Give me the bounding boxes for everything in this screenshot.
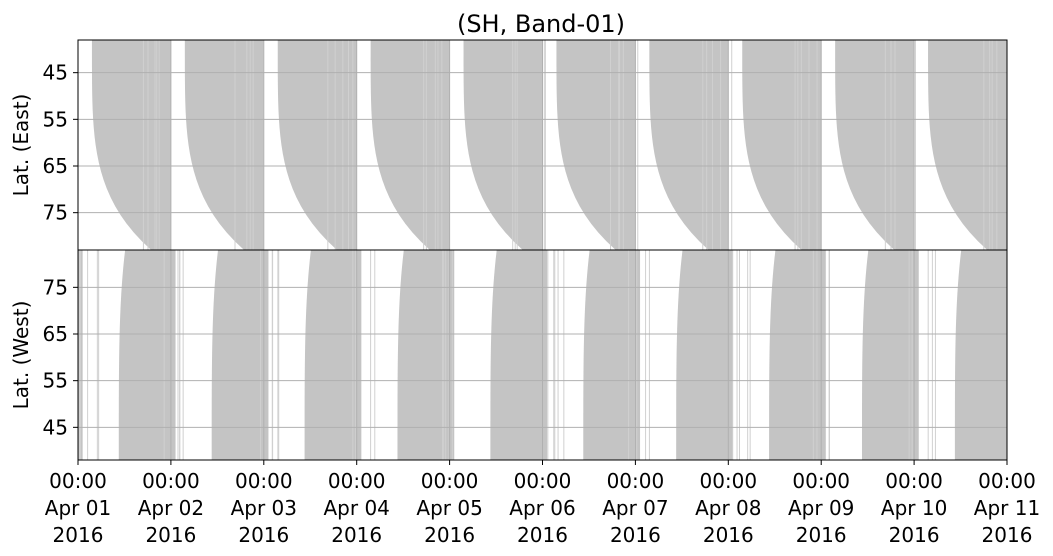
x-tick-label: Apr 05 [416, 496, 482, 520]
east-coverage-band [463, 40, 543, 250]
east-coverage-band [928, 40, 1007, 250]
east-coverage-band [91, 40, 171, 250]
x-tick-label: 00:00 [699, 469, 757, 493]
panel-east: 45 55 65 75 Lat. (East) [9, 40, 1008, 250]
x-tick-label: 2016 [982, 523, 1033, 547]
panel-west: 45 55 65 75 Lat. (West) [9, 250, 1008, 460]
west-y-axis-label: Lat. (West) [9, 301, 33, 410]
x-tick-label: 2016 [703, 523, 754, 547]
west-coverage-band [118, 250, 176, 460]
x-tick-label: 00:00 [421, 469, 479, 493]
east-y-tick-label: 65 [43, 154, 68, 178]
east-y-ticks: 45 55 65 75 [43, 61, 78, 225]
east-grid [77, 40, 1008, 250]
x-tick-label: 2016 [889, 523, 940, 547]
x-tick-label: 2016 [145, 523, 196, 547]
west-coverage-band [583, 250, 641, 460]
x-tick-label: Apr 09 [788, 496, 854, 520]
panel-frame [77, 249, 1008, 461]
east-coverage-bands [91, 40, 1007, 250]
x-tick-label: 00:00 [607, 469, 665, 493]
x-tick-label: 00:00 [885, 469, 943, 493]
west-coverage-band [676, 250, 733, 460]
x-tick-label: 00:00 [49, 469, 107, 493]
west-coverage-band [211, 250, 269, 460]
east-coverage-band [277, 40, 357, 250]
x-tick-label: Apr 10 [881, 496, 947, 520]
x-tick-label: 00:00 [235, 469, 293, 493]
x-tick-label: 00:00 [978, 469, 1036, 493]
east-coverage-band [649, 40, 729, 250]
west-coverage-band [304, 250, 362, 460]
east-y-tick-label: 55 [43, 107, 68, 131]
x-tick-label: 2016 [517, 523, 568, 547]
x-tick-label: 2016 [424, 523, 475, 547]
x-tick-label: Apr 04 [323, 496, 389, 520]
east-coverage-band [370, 40, 450, 250]
x-tick-label: 2016 [53, 523, 104, 547]
x-tick-label: 2016 [331, 523, 382, 547]
plot-frame [77, 39, 1008, 461]
east-y-axis-label: Lat. (East) [9, 94, 33, 197]
x-tick-label: Apr 06 [509, 496, 575, 520]
x-axis-ticks: 00:00 Apr 01 2016 00:00 Apr 02 2016 00:00 Apr 0… [45, 460, 1040, 547]
x-tick-label: 2016 [238, 523, 289, 547]
west-coverage-bands [78, 250, 1007, 460]
x-tick-label: Apr 03 [231, 496, 297, 520]
west-y-tick-label: 55 [43, 369, 68, 393]
x-tick-label: Apr 01 [45, 496, 111, 520]
east-coverage-band [184, 40, 264, 250]
chart-title: (SH, Band-01) [457, 10, 625, 38]
west-y-tick-label: 75 [43, 275, 68, 299]
x-tick-label: Apr 07 [602, 496, 668, 520]
x-tick-label: 00:00 [328, 469, 386, 493]
x-tick-label: 2016 [796, 523, 847, 547]
west-coverage-band [769, 250, 826, 460]
x-tick-label: 2016 [610, 523, 661, 547]
east-y-tick-label: 45 [43, 61, 68, 85]
x-tick-label: 00:00 [792, 469, 850, 493]
east-coverage-band [835, 40, 915, 250]
x-tick-label: Apr 08 [695, 496, 761, 520]
x-tick-label: Apr 02 [138, 496, 204, 520]
west-y-tick-label: 65 [43, 322, 68, 346]
x-tick-label: Apr 11 [974, 496, 1040, 520]
east-coverage-band [556, 40, 636, 250]
west-coverage-band [861, 250, 919, 460]
west-coverage-band [490, 250, 548, 460]
east-y-tick-label: 75 [43, 201, 68, 225]
x-tick-label: 00:00 [142, 469, 200, 493]
west-y-tick-label: 45 [43, 415, 68, 439]
west-coverage-band [397, 250, 455, 460]
west-y-ticks: 45 55 65 75 [43, 275, 78, 439]
x-tick-label: 00:00 [514, 469, 572, 493]
west-coverage-band [954, 250, 1007, 460]
